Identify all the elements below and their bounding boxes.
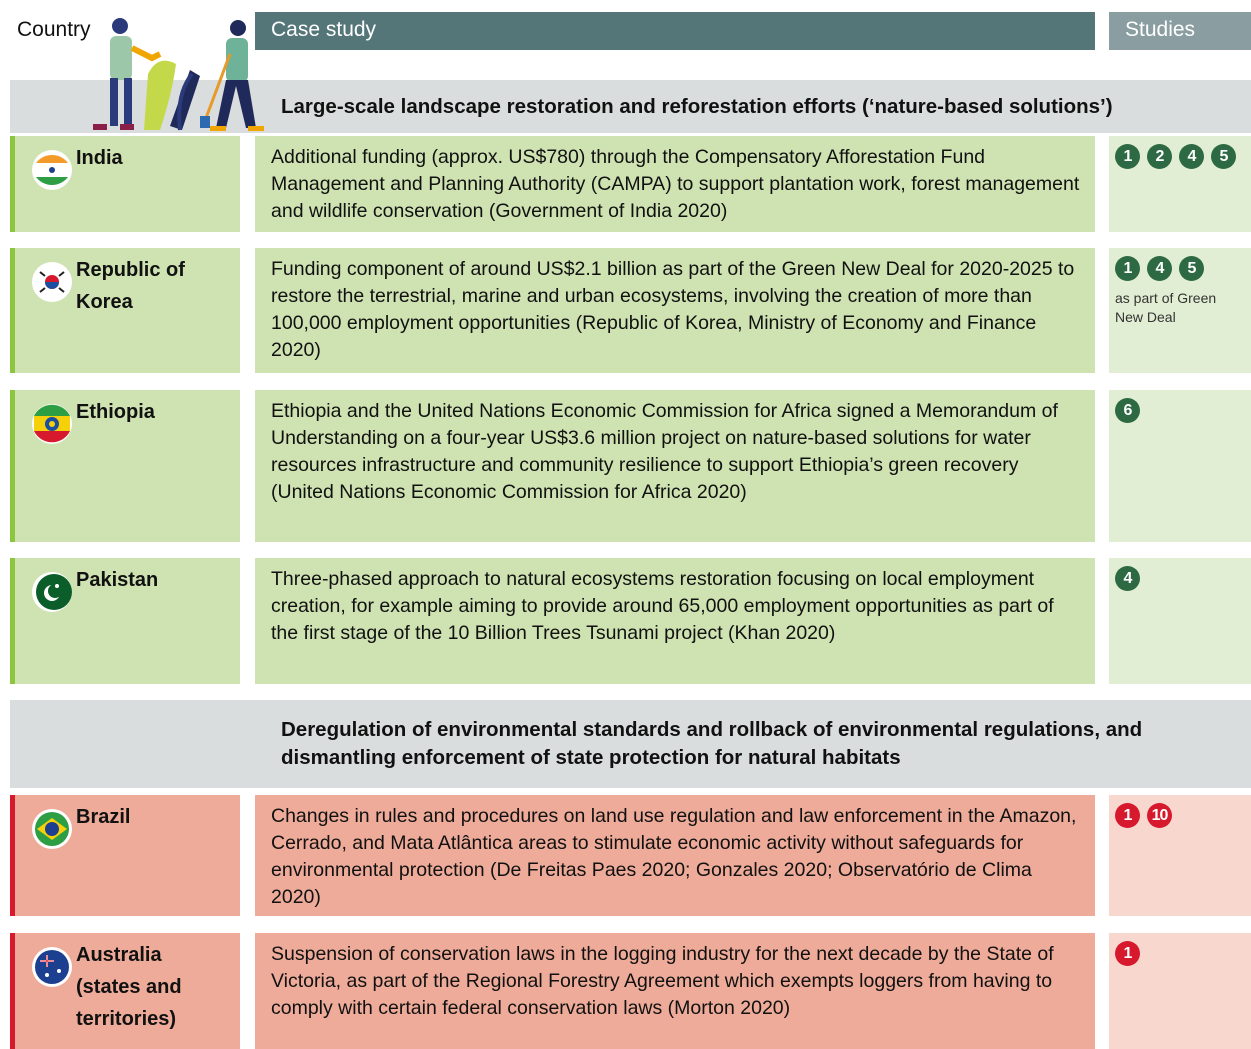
illustration: [93, 18, 264, 131]
flag-icon: [32, 809, 72, 849]
studies-cell: 4: [1109, 558, 1251, 684]
row-marker: [10, 390, 15, 542]
country-name: Australia (states and territories): [76, 944, 182, 1030]
badges: 6: [1115, 398, 1251, 423]
country-cell: Brazil: [10, 795, 240, 916]
study-badge: 5: [1179, 256, 1204, 281]
study-badge: 6: [1115, 398, 1140, 423]
row-marker: [10, 558, 15, 684]
country-name: Republic of Korea: [76, 259, 185, 313]
badges: 4: [1115, 566, 1251, 591]
country-cell: India: [10, 136, 240, 232]
studies-cell: 1: [1109, 933, 1251, 1049]
study-badge: 1: [1115, 144, 1140, 169]
country-cell: Australia (states and territories): [10, 933, 240, 1049]
study-badge: 4: [1147, 256, 1172, 281]
case-text: Additional funding (approx. US$780) thro…: [255, 136, 1095, 232]
case-text: Changes in rules and procedures on land …: [255, 795, 1095, 916]
country-header: Country: [17, 18, 91, 41]
flag-icon: [32, 572, 72, 612]
case-text: Three-phased approach to natural ecosyst…: [255, 558, 1095, 684]
country-name: Ethiopia: [76, 401, 155, 423]
badges: 1: [1115, 941, 1251, 966]
study-badge: 1: [1115, 803, 1140, 828]
study-badge: 4: [1179, 144, 1204, 169]
case-header: Case study: [255, 12, 1095, 50]
flag-icon: [32, 947, 72, 987]
study-badge: 5: [1211, 144, 1236, 169]
flag-icon: [32, 262, 72, 302]
badges: 1 10: [1115, 803, 1251, 828]
study-badge: 2: [1147, 144, 1172, 169]
country-name: Pakistan: [76, 569, 159, 591]
study-badge: 4: [1115, 566, 1140, 591]
study-badge: 1: [1115, 256, 1140, 281]
case-text: Ethiopia and the United Nations Economic…: [255, 390, 1095, 542]
case-text: Funding component of around US$2.1 billi…: [255, 248, 1095, 373]
country-cell: Pakistan: [10, 558, 240, 684]
study-badge: 10: [1147, 803, 1172, 828]
studies-note: as part of Green New Deal: [1115, 290, 1217, 325]
studies-header: Studies: [1109, 12, 1251, 50]
row-marker: [10, 795, 15, 916]
case-text: Suspension of conservation laws in the l…: [255, 933, 1095, 1049]
studies-cell: 6: [1109, 390, 1251, 542]
study-badge: 1: [1115, 941, 1140, 966]
studies-cell: 1 4 5 as part of Green New Deal: [1109, 248, 1251, 373]
flag-icon: [32, 150, 72, 190]
country-cell: Republic of Korea: [10, 248, 240, 373]
country-name: Brazil: [76, 806, 131, 828]
country-name: India: [76, 147, 123, 169]
row-marker: [10, 933, 15, 1049]
section-header: Deregulation of environmental standards …: [10, 700, 1251, 788]
flag-icon: [32, 404, 72, 444]
row-marker: [10, 248, 15, 373]
row-marker: [10, 136, 15, 232]
country-cell: Ethiopia: [10, 390, 240, 542]
studies-cell: 1 10: [1109, 795, 1251, 916]
